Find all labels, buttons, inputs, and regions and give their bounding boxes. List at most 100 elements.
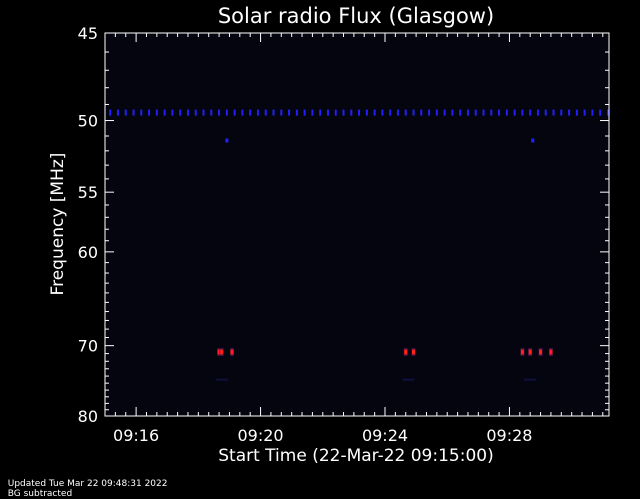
band-mark — [225, 109, 228, 116]
band-mark — [358, 109, 361, 116]
band-mark — [490, 109, 493, 116]
burst-mark — [528, 349, 532, 355]
band-mark — [560, 109, 563, 116]
spot-mark — [531, 138, 535, 143]
updated-timestamp: Updated Tue Mar 22 09:48:31 2022 — [7, 479, 168, 489]
band-mark — [148, 109, 151, 116]
x-axis: 09:16 09:20 09:24 09:28 — [104, 33, 604, 445]
burst-mark — [520, 349, 524, 355]
burst-mark — [220, 349, 224, 355]
burst-mark — [404, 349, 408, 355]
band-mark — [451, 109, 454, 116]
faint-mark — [215, 378, 228, 381]
burst-mark — [549, 349, 553, 355]
x-tick-label: 09:24 — [362, 426, 408, 445]
band-mark — [241, 109, 244, 116]
band-mark — [544, 109, 547, 116]
band-mark — [583, 109, 586, 116]
band-mark — [498, 109, 501, 116]
x-tick-label: 09:28 — [486, 426, 532, 445]
band-mark — [295, 109, 298, 116]
x-axis-label: Start Time (22-Mar-22 09:15:00) — [218, 446, 493, 466]
band-mark — [264, 109, 267, 116]
x-tick-label: 09:16 — [113, 426, 159, 445]
band-mark — [606, 109, 609, 116]
band-mark — [140, 109, 143, 116]
y-tick-label: 50 — [78, 112, 98, 131]
band-mark — [280, 109, 283, 116]
band-mark — [428, 109, 431, 116]
y-tick-label: 70 — [78, 337, 98, 356]
burst-mark — [412, 349, 416, 355]
band-mark — [459, 109, 462, 116]
band-mark — [132, 109, 135, 116]
y-axis-label: Frequency [MHz] — [48, 153, 68, 296]
band-mark — [513, 109, 516, 116]
band-mark — [249, 109, 252, 116]
burst-mark — [217, 349, 221, 355]
band-mark — [404, 109, 407, 116]
band-mark — [568, 109, 571, 116]
band-mark — [272, 109, 275, 116]
spectrogram-chart: Solar radio Flux (Glasgow) 09:16 09:20 09:… — [48, 4, 610, 466]
plot-area — [105, 33, 609, 416]
y-axis: 45 50 55 60 70 80 — [78, 24, 609, 426]
faint-mark — [524, 378, 537, 381]
band-mark — [342, 109, 345, 116]
y-tick-label: 55 — [78, 183, 98, 202]
band-mark — [474, 109, 477, 116]
band-mark — [575, 109, 578, 116]
band-mark — [591, 109, 594, 116]
band-mark — [116, 109, 119, 116]
band-mark — [365, 109, 368, 116]
band-mark — [186, 109, 189, 116]
band-mark — [233, 109, 236, 116]
band-mark — [529, 109, 532, 116]
spot-mark — [225, 138, 229, 143]
band-mark — [552, 109, 555, 116]
band-mark — [443, 109, 446, 116]
band-mark — [482, 109, 485, 116]
band-mark — [256, 109, 259, 116]
y-tick-label: 60 — [78, 243, 98, 262]
band-mark — [171, 109, 174, 116]
plot-frame — [104, 32, 610, 417]
band-mark — [381, 109, 384, 116]
band-mark — [194, 109, 197, 116]
band-mark — [163, 109, 166, 116]
band-mark — [155, 109, 158, 116]
burst-mark — [539, 349, 543, 355]
band-mark — [288, 109, 291, 116]
band-mark — [179, 109, 182, 116]
band-mark — [109, 109, 112, 116]
band-mark — [326, 109, 329, 116]
band-mark — [124, 109, 127, 116]
band-mark — [303, 109, 306, 116]
band-mark — [373, 109, 376, 116]
band-mark — [521, 109, 524, 116]
y-tick-label: 80 — [78, 407, 98, 426]
band-mark — [505, 109, 508, 116]
x-tick-label: 09:20 — [238, 426, 284, 445]
footer: Updated Tue Mar 22 09:48:31 2022 BG subt… — [2, 469, 181, 499]
data-layer — [109, 109, 609, 381]
band-mark — [599, 109, 602, 116]
faint-mark — [402, 378, 415, 381]
band-mark — [536, 109, 539, 116]
band-mark — [420, 109, 423, 116]
band-mark — [210, 109, 213, 116]
bg-note: BG subtracted — [7, 489, 73, 499]
band-mark — [389, 109, 392, 116]
chart-title: Solar radio Flux (Glasgow) — [218, 4, 494, 28]
band-mark — [218, 109, 221, 116]
band-mark — [334, 109, 337, 116]
band-mark — [466, 109, 469, 116]
band-mark — [311, 109, 314, 116]
burst-mark — [230, 349, 234, 355]
band-mark — [412, 109, 415, 116]
y-tick-label: 45 — [78, 24, 98, 43]
band-mark — [396, 109, 399, 116]
band-mark — [319, 109, 322, 116]
band-mark — [435, 109, 438, 116]
band-mark — [202, 109, 205, 116]
